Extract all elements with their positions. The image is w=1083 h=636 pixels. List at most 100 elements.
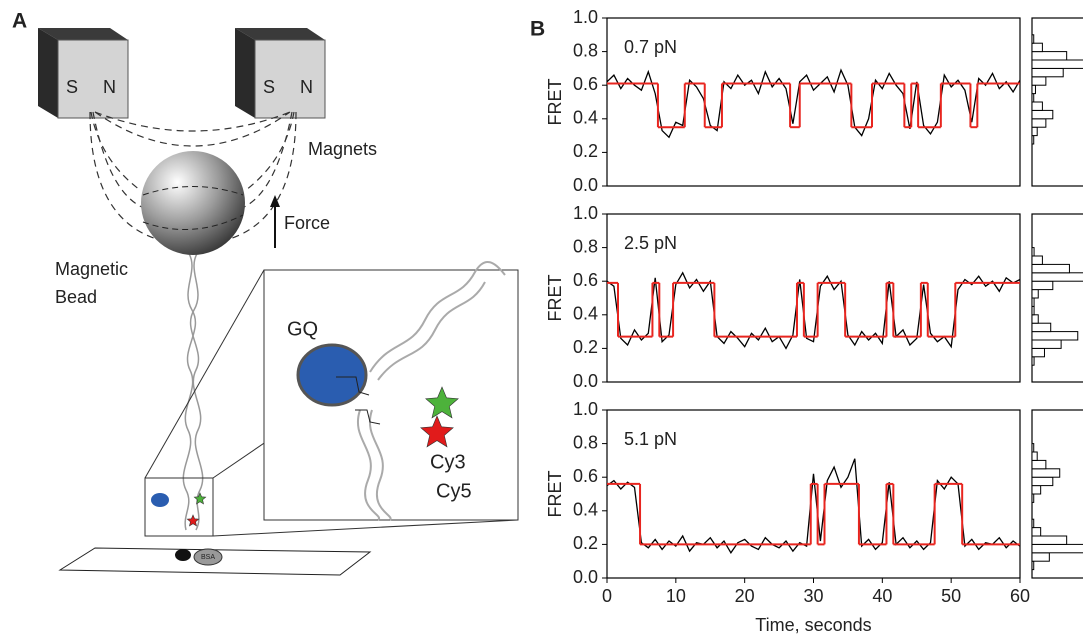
hist-bar: [1031, 59, 1083, 69]
cy3-star: [425, 386, 459, 419]
y-axis-label: FRET: [545, 275, 565, 322]
hist-bar: [1031, 459, 1047, 470]
force-label: Force: [284, 213, 330, 233]
x-tick-label: 40: [872, 586, 892, 606]
magnets-label: Magnets: [308, 139, 377, 159]
hist-bar: [1031, 443, 1035, 453]
linker: [336, 376, 381, 425]
fret-trace: [606, 271, 1021, 350]
y-tick-label: 0.0: [573, 567, 598, 587]
magnet-left: [38, 28, 129, 119]
y-tick-label: 0.4: [573, 500, 598, 520]
hist-bar: [1031, 305, 1035, 316]
y-tick-label: 0.8: [573, 432, 598, 452]
hist-bar: [1031, 76, 1047, 86]
hist-bar: [1031, 322, 1052, 333]
hist-bar: [1031, 67, 1064, 78]
y-tick-label: 1.0: [573, 7, 598, 27]
hist-bar: [1031, 560, 1035, 571]
hist-bar: [1031, 272, 1083, 282]
hist-bar: [1031, 356, 1035, 366]
y-tick-label: 0.0: [573, 175, 598, 195]
bead-lines: [142, 186, 244, 230]
zoom-box: [144, 477, 214, 537]
bead-label: Magnetic: [55, 259, 128, 279]
y-axis-label: FRET: [545, 79, 565, 126]
dna-tether: [182, 251, 204, 531]
bsa-label: BSA: [201, 554, 215, 561]
magnet-right: [235, 28, 326, 119]
hist-bar: [1031, 314, 1039, 324]
fret-trace: [606, 458, 1021, 555]
hist-bar: [1031, 485, 1042, 495]
hist-bar: [1031, 518, 1035, 529]
y-tick-label: 0.6: [573, 74, 598, 94]
cy3-label: Cy3: [430, 451, 466, 473]
hist-bar: [1031, 126, 1038, 137]
cy5-star-small: [186, 514, 200, 527]
plot-frame: [606, 17, 1021, 187]
hist-bar: [1031, 339, 1062, 349]
inset-dna: [357, 261, 506, 521]
panel-label: B: [530, 18, 545, 41]
hist-bar: [1031, 493, 1035, 503]
hist-bar: [1031, 331, 1079, 341]
y-axis-label: FRET: [545, 471, 565, 518]
magnet-pole: S: [66, 77, 78, 97]
gq-structure: [296, 343, 368, 407]
hist-bar: [1031, 93, 1035, 103]
gq-small: [151, 493, 169, 507]
y-tick-label: 1.0: [573, 399, 598, 419]
hist-bar: [1031, 84, 1036, 95]
y-tick-label: 0.4: [573, 108, 598, 128]
hist-bar: [1031, 543, 1083, 554]
y-tick-label: 0.6: [573, 466, 598, 486]
field-lines: [89, 111, 297, 241]
force-annotation: 5.1 pN: [624, 429, 677, 449]
hist-bar: [1031, 451, 1038, 461]
hist-bar: [1031, 247, 1035, 257]
y-tick-label: 0.8: [573, 236, 598, 256]
force-annotation: 2.5 pN: [624, 233, 677, 253]
y-tick-label: 0.2: [573, 533, 598, 553]
bead-label: Bead: [55, 287, 97, 307]
y-tick-label: 1.0: [573, 203, 598, 223]
gq-label: GQ: [287, 318, 318, 340]
magnet-pole: N: [103, 77, 116, 97]
hist-bar: [1031, 280, 1054, 291]
x-tick-label: 20: [735, 586, 755, 606]
hist-bar: [1031, 527, 1042, 537]
hist-bar: [1031, 347, 1045, 358]
y-tick-label: 0.4: [573, 304, 598, 324]
force-arrowhead: [270, 195, 280, 207]
x-tick-label: 60: [1010, 586, 1030, 606]
hist-bar: [1031, 263, 1070, 274]
hist-bar: [1031, 34, 1035, 44]
plot-frame: [606, 213, 1021, 383]
x-tick-label: 50: [941, 586, 961, 606]
hist-bar: [1031, 476, 1054, 487]
y-tick-label: 0.2: [573, 337, 598, 357]
hist-bar: [1031, 101, 1043, 111]
hist-bar: [1031, 289, 1039, 299]
y-tick-label: 0.2: [573, 141, 598, 161]
hist-bar: [1031, 118, 1047, 128]
hist-bar: [1031, 535, 1068, 545]
x-axis-label: Time, seconds: [755, 615, 871, 635]
fret-trace: [606, 68, 1021, 139]
y-tick-label: 0.0: [573, 371, 598, 391]
panel-label: A: [12, 10, 27, 33]
magnet-pole: N: [300, 77, 313, 97]
y-tick-label: 0.6: [573, 270, 598, 290]
hist-bar: [1031, 468, 1061, 478]
cy5-label: Cy5: [436, 480, 472, 502]
hist-bar: [1031, 135, 1035, 145]
inset: [263, 269, 519, 521]
hist-bar: [1031, 552, 1050, 562]
cy3-star-small: [193, 492, 207, 505]
y-tick-label: 0.8: [573, 40, 598, 60]
cy5-star: [420, 415, 454, 448]
hist-bar: [1031, 255, 1043, 265]
